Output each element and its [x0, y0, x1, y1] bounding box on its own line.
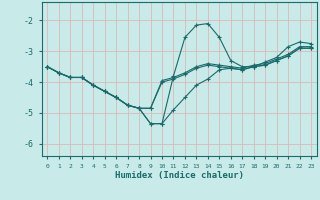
X-axis label: Humidex (Indice chaleur): Humidex (Indice chaleur) — [115, 171, 244, 180]
